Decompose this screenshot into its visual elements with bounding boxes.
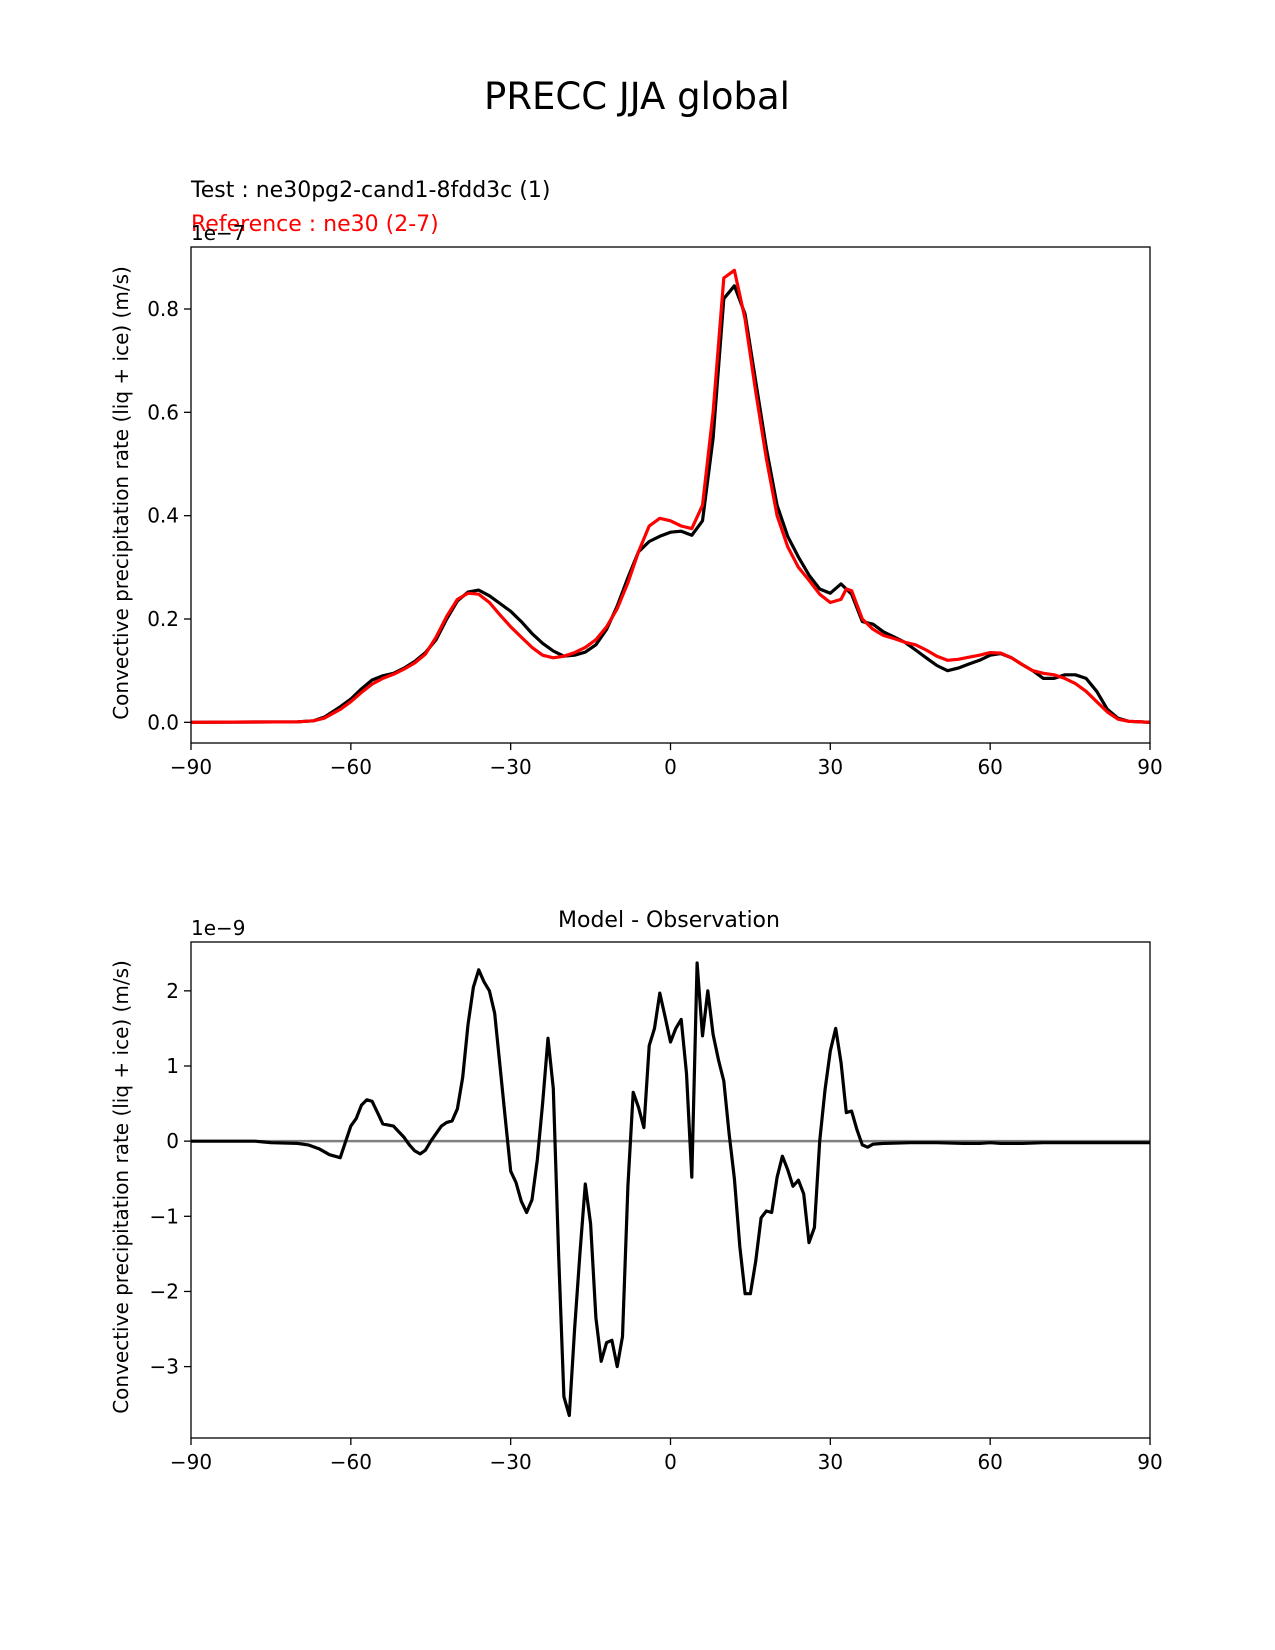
y-tick-label: 0 bbox=[166, 1129, 179, 1153]
y-tick-label: −3 bbox=[150, 1355, 179, 1379]
x-tick-label: −30 bbox=[490, 1450, 532, 1474]
x-tick-label: −60 bbox=[330, 755, 372, 779]
x-tick-label: 0 bbox=[664, 755, 677, 779]
x-tick-label: 60 bbox=[977, 755, 1002, 779]
top-plot: Test : ne30pg2-cand1-8fdd3c (1) Referenc… bbox=[109, 178, 1163, 779]
y-axis-label: Convective precipitation rate (liq + ice… bbox=[109, 960, 133, 1414]
y-tick-label: 0.8 bbox=[147, 297, 179, 321]
y-tick-label: 0.0 bbox=[147, 710, 179, 734]
series-line-model-observation bbox=[191, 961, 1150, 1418]
y-tick-label: 0.4 bbox=[147, 504, 179, 528]
x-tick-label: −90 bbox=[170, 1450, 212, 1474]
plot-frame bbox=[190, 246, 1151, 744]
y-tick-label: −1 bbox=[150, 1204, 179, 1228]
y-tick-label: 2 bbox=[166, 979, 179, 1003]
y-offset-text: 1e−7 bbox=[191, 221, 246, 245]
bottom-plot-title: Model - Observation bbox=[558, 908, 780, 933]
test-label: Test : ne30pg2-cand1-8fdd3c (1) bbox=[190, 178, 550, 203]
bottom-plot: Model - Observation 1e−9 Convective prec… bbox=[109, 908, 1163, 1474]
y-tick-label: 0.2 bbox=[147, 607, 179, 631]
y-axis-label: Convective precipitation rate (liq + ice… bbox=[109, 266, 133, 720]
plot-frame bbox=[190, 941, 1151, 1439]
x-tick-label: −60 bbox=[330, 1450, 372, 1474]
y-tick-label: −2 bbox=[150, 1279, 179, 1303]
x-tick-label: 60 bbox=[977, 1450, 1002, 1474]
y-tick-label: 1 bbox=[166, 1054, 179, 1078]
x-tick-label: −30 bbox=[490, 755, 532, 779]
reference-label: Reference : ne30 (2-7) bbox=[191, 212, 439, 237]
x-tick-label: −90 bbox=[170, 755, 212, 779]
x-tick-label: 0 bbox=[664, 1450, 677, 1474]
x-tick-label: 90 bbox=[1137, 755, 1162, 779]
x-tick-label: 90 bbox=[1137, 1450, 1162, 1474]
series-line-reference bbox=[191, 268, 1150, 724]
figure-title: PRECC JJA global bbox=[484, 75, 790, 118]
y-tick-label: 0.6 bbox=[147, 400, 179, 424]
x-tick-label: 30 bbox=[818, 1450, 843, 1474]
x-tick-label: 30 bbox=[818, 755, 843, 779]
y-offset-text: 1e−9 bbox=[191, 916, 246, 940]
